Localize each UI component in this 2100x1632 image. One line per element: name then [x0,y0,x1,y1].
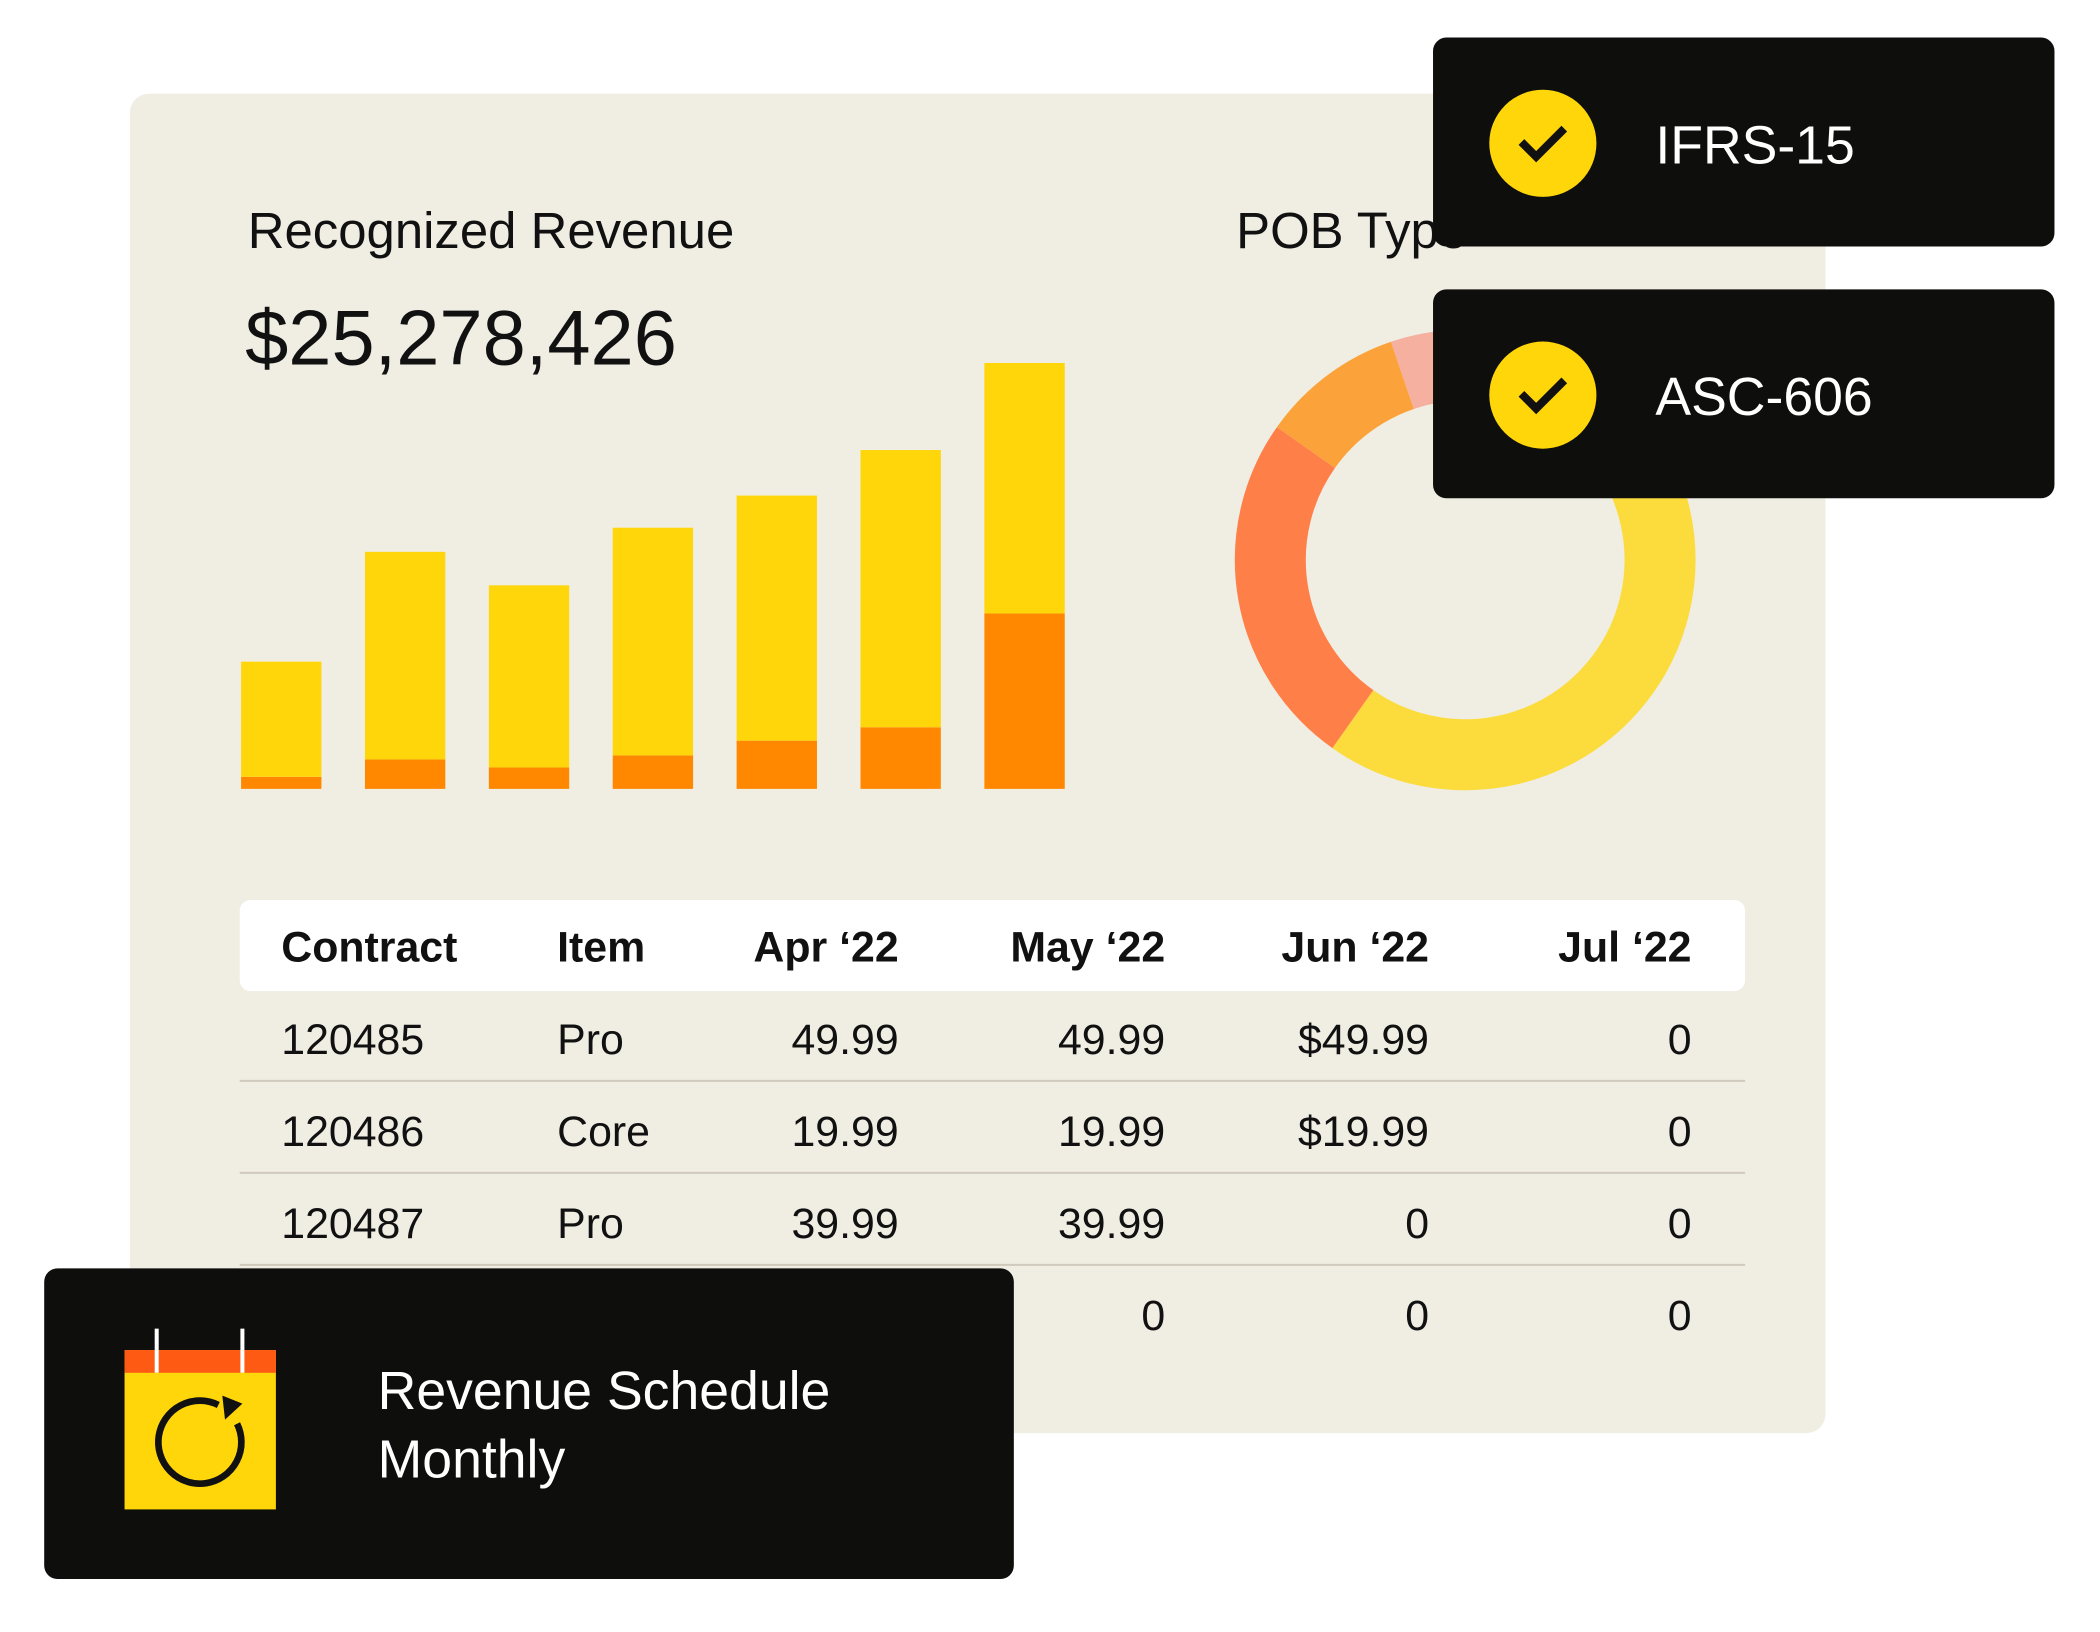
calendar-top [124,1350,276,1373]
schedule-frequency: Monthly [378,1430,566,1489]
bar-chart [241,362,1065,789]
table-cell: 0 [1405,1200,1429,1248]
check-circle [1489,89,1597,197]
table-cell: 0 [1668,1292,1692,1340]
table-cell: 0 [1405,1292,1429,1340]
table-header: Item [557,924,645,972]
table-cell: 0 [1141,1292,1165,1340]
bar-segment [241,661,322,777]
table: Contract Item Apr ‘22 May ‘22 Jun ‘22 Jul ‘22… [239,924,1746,1340]
refresh-icon [155,1397,245,1488]
table-cell: 39.99 [791,1200,898,1248]
bar-segment [736,740,817,789]
badge: ASC-606 [1433,289,2055,499]
refresh-arrow [222,1395,243,1420]
table-cell: 19.99 [791,1108,898,1156]
badge-label: ASC-606 [1655,368,1872,427]
bar-segment [612,755,694,789]
bar-segment [736,495,817,741]
bar-segment [860,450,941,728]
bar-title: Recognized Revenue [248,202,734,259]
table-cell: Pro [557,1200,624,1248]
table-cell: 49.99 [1058,1016,1165,1064]
table-header: May ‘22 [1010,924,1165,972]
table-header: Jun ‘22 [1281,924,1429,972]
table-cell: 39.99 [1058,1200,1165,1248]
schedule-title: Revenue Schedule [378,1362,831,1421]
bar-segment [488,767,570,789]
table-header: Apr ‘22 [753,924,898,972]
badge: IFRS-15 [1433,37,2055,247]
donut-title: POB Type [1236,202,1467,259]
card [44,1268,1014,1580]
bar-segment [364,759,446,789]
table-header: Contract [281,924,457,972]
bar-segment [984,613,1065,789]
table-cell: $49.99 [1298,1016,1429,1064]
check-icon [1518,377,1568,415]
check-circle [1489,341,1597,449]
badge-label: IFRS-15 [1655,116,1854,175]
table-cell: 0 [1668,1108,1692,1156]
table-cell: 0 [1668,1200,1692,1248]
bar-segment [984,362,1065,614]
table-header-band [239,900,1746,992]
table-cell: Core [557,1108,650,1156]
table-cell: 0 [1668,1016,1692,1064]
bar-segment [612,527,694,756]
bar-segment [860,727,941,789]
badge-card [1433,289,2055,499]
donut-segment [1234,427,1374,749]
panel [129,93,1826,1434]
bar-segment [241,776,322,789]
bar-segment [488,585,570,768]
table-cell: $19.99 [1298,1108,1429,1156]
table-header: Jul ‘22 [1558,924,1691,972]
table-cell: 49.99 [791,1016,898,1064]
donut-segment [1390,331,1444,410]
schedule-card: Revenue Schedule Monthly [44,1268,1014,1580]
table-cell: 120486 [281,1108,424,1156]
table-cell: 19.99 [1058,1108,1165,1156]
table-cell: 120485 [281,1016,424,1064]
badge-card [1433,37,2055,247]
check-icon [1518,125,1568,163]
table-cell: Pro [557,1016,624,1064]
donut-segment [1276,341,1415,469]
total: $25,278,426 [245,295,677,381]
table-cell: 120487 [281,1200,424,1248]
bar-segment [364,551,446,760]
